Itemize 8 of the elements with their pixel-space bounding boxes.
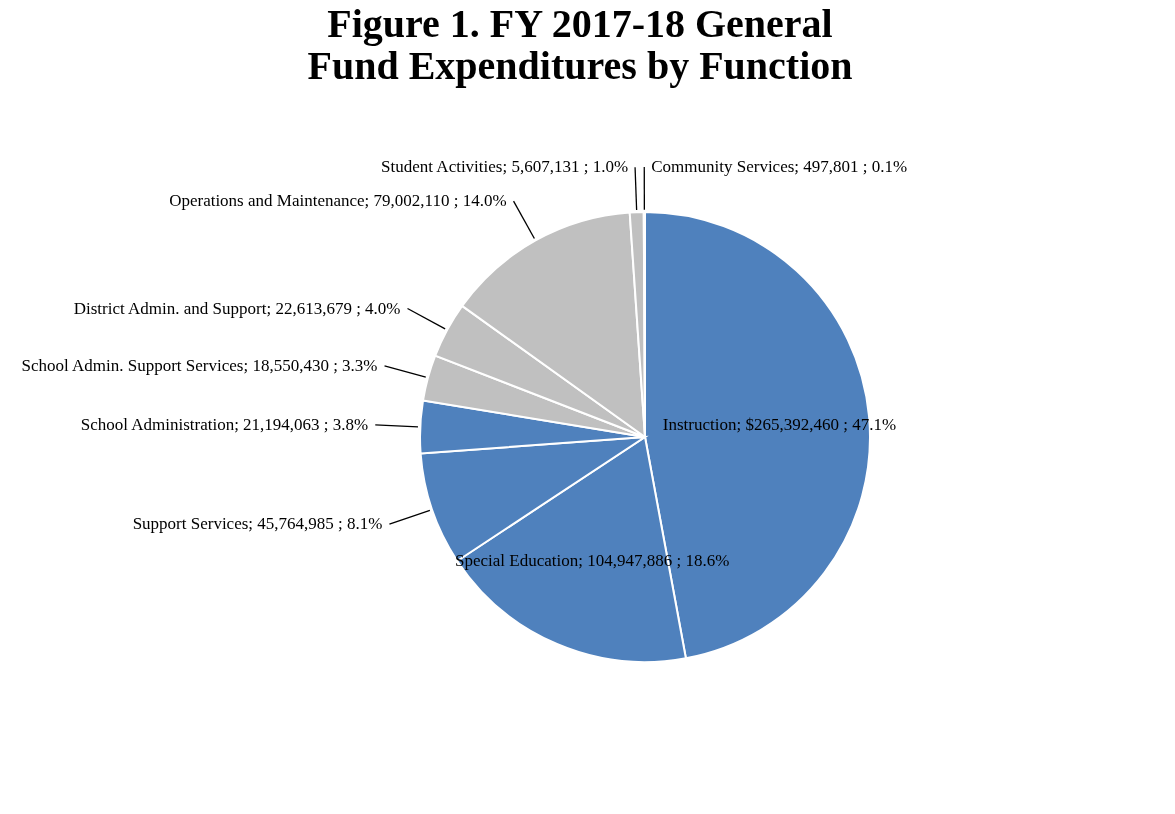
slice-label: School Administration; 21,194,063 ; 3.8%	[80, 414, 369, 434]
slice-label: School Admin. Support Services; 18,550,430 ; 3.3%	[21, 355, 378, 375]
slice-label: Student Activities; 5,607,131 ; 1.0%	[381, 157, 629, 177]
chart-title: Figure 1. FY 2017-18 General Fund Expenditures by Function	[307, 1, 853, 88]
slice-label: Operations and Maintenance; 79,002,110 ; 14.0%	[169, 191, 507, 211]
slice-label: Support Services; 45,764,985 ; 8.1%	[132, 514, 383, 534]
slice-label: District Admin. and Support; 22,613,679 ; 4.0%	[73, 298, 401, 318]
slice-label: Community Services; 497,801 ; 0.1%	[651, 157, 908, 176]
